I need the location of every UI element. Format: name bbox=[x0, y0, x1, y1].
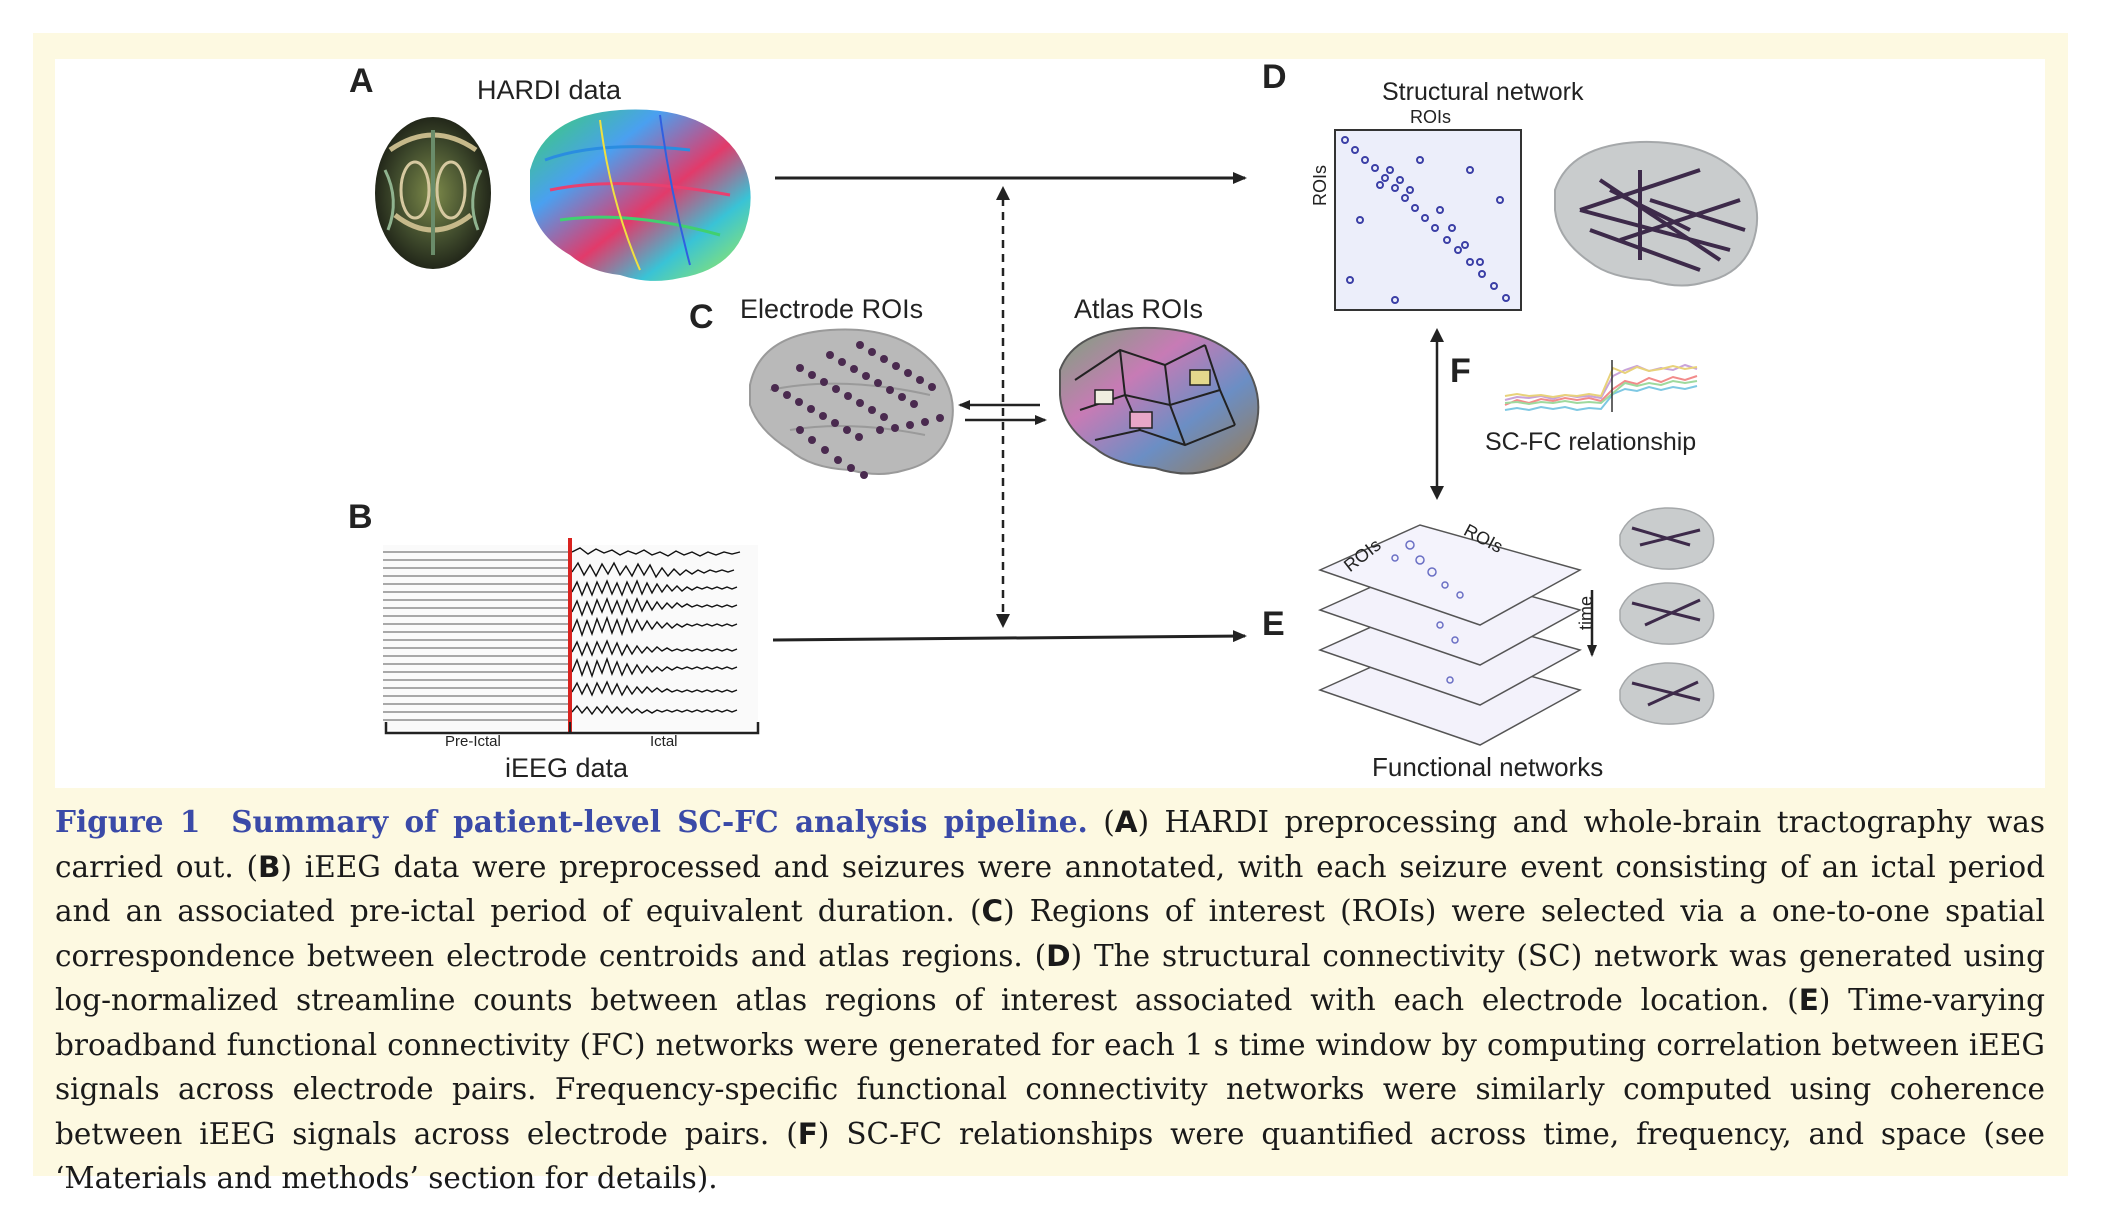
panel-a-letter: A bbox=[349, 62, 374, 100]
electrode-contacts bbox=[771, 341, 944, 479]
figure-caption: Figure 1 Summary of patient-level SC-FC … bbox=[55, 804, 2046, 1196]
ieeg-period-bracket bbox=[384, 722, 760, 735]
atlas-rois-label: Atlas ROIs bbox=[1074, 294, 1204, 324]
sc-fc-mini-plot bbox=[1504, 360, 1698, 412]
panel-b-letter: B bbox=[348, 498, 373, 536]
ieeg-data-label: iEEG data bbox=[505, 753, 629, 783]
structural-network-brain-image bbox=[1554, 140, 1759, 287]
hardi-data-label: HARDI data bbox=[477, 75, 622, 105]
caption-figure-label: Figure 1 bbox=[55, 804, 201, 839]
f-bidirectional-arrow bbox=[1430, 328, 1444, 500]
dti-axial-image bbox=[375, 117, 491, 269]
sc-matrix-y-label: ROIs bbox=[1310, 164, 1330, 206]
pre-ictal-label: Pre-Ictal bbox=[445, 733, 501, 750]
caption-text-a: HARDI preprocessing and whole-brain trac… bbox=[55, 805, 2045, 884]
time-label: time bbox=[1576, 595, 1596, 630]
panel-e-letter: E bbox=[1262, 605, 1285, 643]
caption-text-e: Time-varying broadband functional connec… bbox=[55, 983, 2046, 1151]
functional-brain-thumbnails bbox=[1619, 507, 1715, 725]
caption-key-d: D bbox=[1046, 938, 1071, 973]
panel-f-letter: F bbox=[1450, 352, 1471, 390]
arrow-b-to-e bbox=[772, 630, 1247, 643]
structural-connectivity-matrix bbox=[1334, 129, 1522, 311]
caption-text-c: Regions of interest (ROIs) were selected… bbox=[55, 894, 2045, 973]
caption-key-f: F bbox=[797, 1116, 818, 1151]
dashed-link-arrow bbox=[996, 186, 1010, 628]
electrode-roi-brain-image bbox=[749, 328, 954, 479]
tractography-brain-image bbox=[530, 109, 751, 281]
caption-text-b: iEEG data were preprocessed and seizures… bbox=[55, 849, 2046, 929]
ieeg-pre-ictal-channels bbox=[383, 551, 568, 721]
electrode-rois-label: Electrode ROIs bbox=[740, 294, 924, 324]
caption-key-e: E bbox=[1798, 983, 1819, 1017]
sc-fc-relationship-label: SC-FC relationship bbox=[1485, 428, 1697, 456]
sc-matrix-x-label: ROIs bbox=[1410, 107, 1452, 127]
caption-key-c: C bbox=[981, 894, 1004, 928]
ictal-label: Ictal bbox=[650, 733, 678, 750]
caption-key-a: A bbox=[1114, 805, 1138, 839]
ieeg-traces bbox=[383, 538, 760, 735]
functional-networks-label: Functional networks bbox=[1372, 752, 1604, 782]
caption-text-f: SC-FC relationships were quantified acro… bbox=[55, 1116, 2045, 1196]
structural-network-label: Structural network bbox=[1382, 78, 1584, 106]
caption-text-d: The structural connectivity (SC) network… bbox=[55, 938, 2046, 1018]
caption-key-b: B bbox=[258, 849, 281, 884]
caption-title: Summary of patient-level SC-FC analysis … bbox=[231, 804, 1088, 839]
functional-network-stack bbox=[1317, 524, 1582, 746]
ieeg-ictal-channels bbox=[571, 547, 741, 716]
panel-c-letter: C bbox=[689, 298, 714, 336]
panel-d-letter: D bbox=[1262, 58, 1287, 96]
c-exchange-arrows bbox=[958, 400, 1047, 425]
atlas-roi-brain-image bbox=[1059, 326, 1260, 475]
